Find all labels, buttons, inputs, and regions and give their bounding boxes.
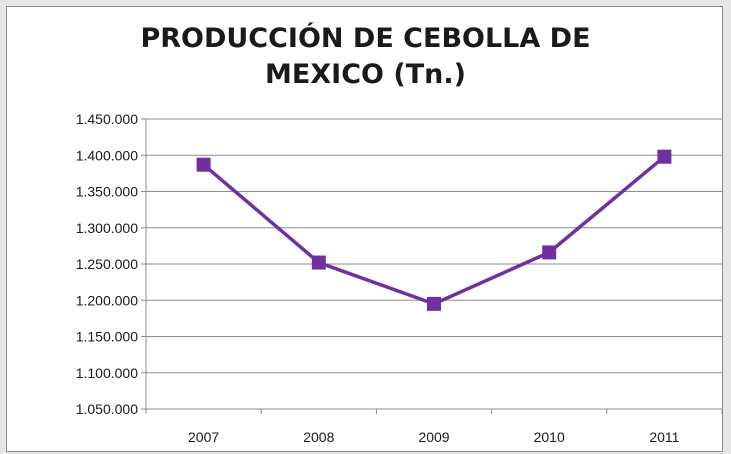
chart-title-line-1: PRODUCCIÓN DE CEBOLLA DE bbox=[140, 23, 591, 54]
y-tick-label: 1.250.000 bbox=[76, 256, 138, 272]
x-tick-label: 2008 bbox=[303, 429, 334, 445]
y-tick-label: 1.050.000 bbox=[76, 401, 138, 417]
series-line bbox=[202, 155, 666, 306]
chart-frame bbox=[6, 6, 723, 452]
x-tick-label: 2010 bbox=[534, 429, 565, 445]
y-tick-label: 1.150.000 bbox=[76, 329, 138, 345]
y-tick-label: 1.100.000 bbox=[76, 365, 138, 381]
y-tick-label: 1.300.000 bbox=[76, 220, 138, 236]
data-point-marker bbox=[427, 296, 441, 311]
data-point-marker bbox=[657, 149, 672, 164]
x-tick-label: 2007 bbox=[188, 429, 219, 445]
data-point-marker bbox=[542, 245, 557, 260]
x-tick-label: 2009 bbox=[418, 429, 449, 445]
y-tick-label: 1.450.000 bbox=[76, 111, 138, 127]
y-tick-label: 1.350.000 bbox=[76, 184, 138, 200]
data-point-marker bbox=[311, 255, 326, 270]
data-point-marker bbox=[196, 157, 211, 172]
y-tick-label: 1.400.000 bbox=[76, 147, 138, 163]
y-tick-label: 1.200.000 bbox=[76, 292, 138, 308]
x-tick-label: 2011 bbox=[649, 429, 679, 445]
chart-title-line-2: MEXICO (Tn.) bbox=[265, 59, 466, 90]
